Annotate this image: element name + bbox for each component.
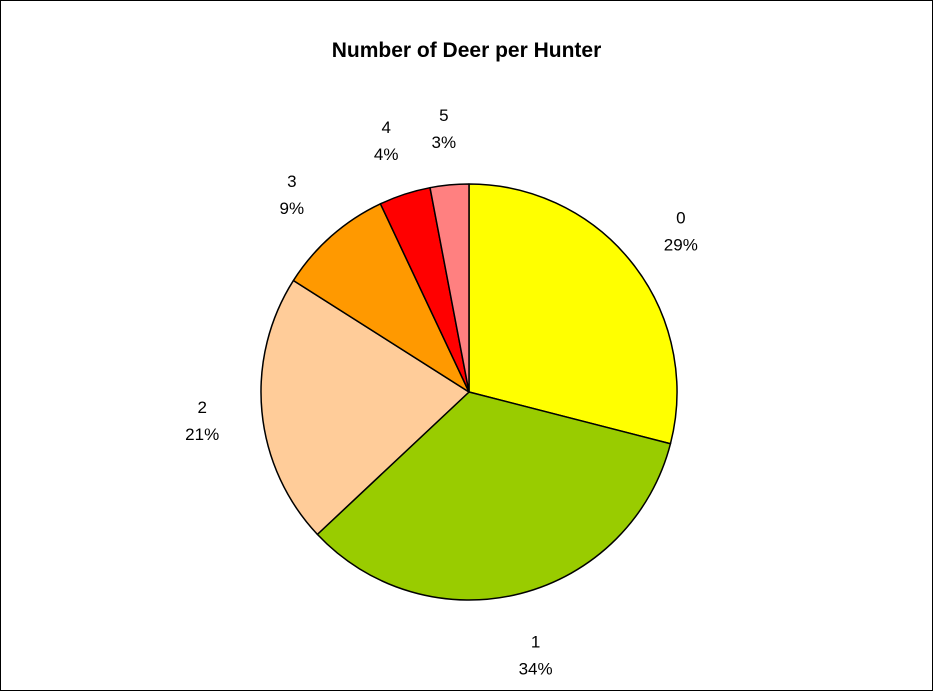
pie-slice-3 bbox=[292, 203, 470, 393]
pie-slice-1 bbox=[316, 391, 672, 601]
slice-percent-label: 21% bbox=[185, 425, 219, 444]
slice-category-label: 3 bbox=[287, 172, 296, 191]
slice-percent-label: 3% bbox=[432, 133, 457, 152]
slice-percent-label: 29% bbox=[664, 236, 698, 255]
chart-title: Number of Deer per Hunter bbox=[331, 39, 602, 62]
slice-category-label: 5 bbox=[439, 106, 448, 125]
pie-slice-0 bbox=[468, 183, 678, 445]
slice-percent-label: 9% bbox=[280, 199, 305, 218]
slice-category-label: 1 bbox=[531, 633, 540, 652]
slice-category-label: 0 bbox=[676, 209, 685, 228]
slice-category-label: 2 bbox=[197, 398, 206, 417]
slice-category-label: 4 bbox=[381, 118, 390, 137]
pie-labels: 0 29% 1 34% 2 21% 3 9% 4 4% 5 3% bbox=[185, 106, 698, 678]
pie-slice-2 bbox=[260, 279, 470, 536]
slice-percent-label: 4% bbox=[374, 145, 399, 164]
pie-slice-5 bbox=[429, 183, 470, 393]
slice-percent-label: 34% bbox=[519, 660, 553, 679]
pie-slices bbox=[260, 183, 678, 601]
